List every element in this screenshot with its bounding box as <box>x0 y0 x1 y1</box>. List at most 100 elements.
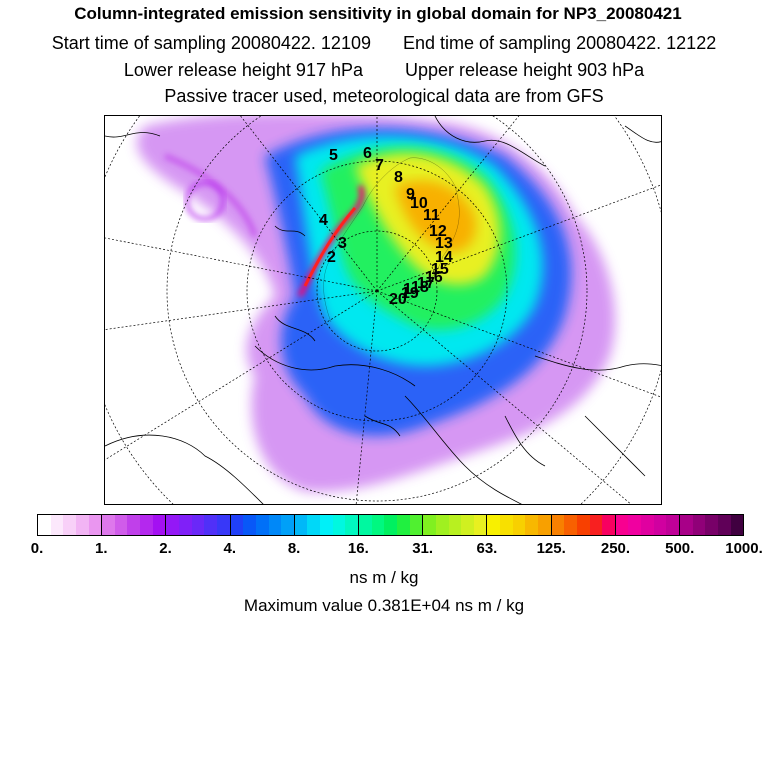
colorbar-tick-label: 500. <box>665 540 695 557</box>
tracer-note: Passive tracer used, meteorological data… <box>164 86 604 106</box>
colorbar-swatch <box>230 515 244 535</box>
colorbar-swatch <box>589 515 603 535</box>
track-label: 15 <box>431 261 449 278</box>
end-time: End time of sampling 20080422. 12122 <box>402 33 717 53</box>
colorbar-swatch <box>255 515 269 535</box>
colorbar-swatch <box>204 515 217 535</box>
figure-title: Column-integrated emission sensitivity i… <box>74 4 682 23</box>
colorbar-swatch <box>423 515 436 535</box>
track-label: 13 <box>435 235 453 252</box>
colorbar-swatch <box>384 515 397 535</box>
colorbar-tick-label: 125. <box>536 540 566 557</box>
colorbar-swatch <box>63 515 76 535</box>
track-label: 4 <box>319 212 328 229</box>
track-label: 18 <box>411 279 429 296</box>
colorbar-swatch <box>216 515 231 535</box>
track-label: 8 <box>394 169 403 186</box>
release-heights: Lower release height 917 hPa Upper releas… <box>0 60 768 81</box>
colorbar-swatch <box>641 515 654 535</box>
colorbar-swatch <box>332 515 346 535</box>
colorbar-swatch <box>152 515 167 535</box>
track-label: 19 <box>401 285 419 302</box>
colorbar-swatch <box>448 515 462 535</box>
sampling-times: Start time of sampling 20080422. 12109 En… <box>0 33 768 54</box>
track-labels: 1 2 3 4 5 6 7 8 9 10 11 12 13 14 15 16 1… <box>319 145 453 308</box>
colorbar-tick-label: 0. <box>30 540 44 557</box>
sensitivity-field <box>136 116 616 492</box>
colorbar-swatch <box>75 515 89 535</box>
colorbar-swatch <box>243 515 256 535</box>
colorbar-swatch <box>359 515 372 535</box>
colorbar-swatch <box>371 515 385 535</box>
colorbar-swatch <box>525 515 538 535</box>
track-label: 2 <box>327 249 336 266</box>
colorbar-swatch <box>537 515 552 535</box>
colorbar-swatch <box>435 515 449 535</box>
colorbar-swatch <box>88 515 103 535</box>
colorbar-swatch <box>166 515 180 535</box>
track-label: 14 <box>435 249 453 266</box>
colorbar-swatch <box>307 515 321 535</box>
colorbar-swatch <box>461 515 474 535</box>
track-label: 10 <box>410 195 428 212</box>
colorbar-tick-label: 4. <box>223 540 237 557</box>
colorbar-swatch <box>680 515 693 535</box>
track-label: 5 <box>329 147 338 164</box>
track-label: 7 <box>375 157 384 174</box>
track-label: 16 <box>425 269 443 286</box>
colorbar-swatch <box>705 515 718 535</box>
colorbar-swatch <box>653 515 667 535</box>
colorbar-swatch <box>692 515 706 535</box>
track-label: 3 <box>338 235 347 252</box>
colorbar-swatch <box>666 515 681 535</box>
start-time: Start time of sampling 20080422. 12109 <box>51 33 371 53</box>
sensitivity-map: 1 2 3 4 5 6 7 8 9 10 11 12 13 14 15 16 1… <box>104 115 662 505</box>
track-label: 11 <box>423 207 440 224</box>
colorbar-swatch <box>281 515 295 535</box>
colorbar-swatch <box>564 515 577 535</box>
colorbar-swatch <box>409 515 424 535</box>
colorbar-swatch <box>345 515 360 535</box>
colorbar-swatch <box>140 515 153 535</box>
colorbar-swatch <box>50 515 64 535</box>
track-label: 1 <box>403 281 412 298</box>
colorbar-swatch <box>102 515 115 535</box>
colorbar-tick-label: 63. <box>476 540 498 557</box>
colorbar-swatch <box>512 515 526 535</box>
colorbar <box>37 514 744 536</box>
maximum-value: Maximum value 0.381E+04 ns m / kg <box>243 596 525 615</box>
colorbar-tick-label: 2. <box>159 540 172 557</box>
colorbar-swatch <box>268 515 282 535</box>
track-label: 17 <box>417 275 435 292</box>
colorbar-unit: ns m / kg <box>349 568 419 587</box>
colorbar-swatch <box>615 515 629 535</box>
colorbar-swatch <box>114 515 128 535</box>
colorbar-swatch <box>730 515 744 535</box>
colorbar-swatch <box>396 515 410 535</box>
coastlines <box>105 116 661 504</box>
colorbar-swatch <box>320 515 333 535</box>
map-canvas: 1 2 3 4 5 6 7 8 9 10 11 12 13 14 15 16 1… <box>105 116 661 504</box>
colorbar-tick-label: 16. <box>347 540 369 557</box>
colorbar-tick-label: 8. <box>287 540 301 557</box>
upper-release-height: Upper release height 903 hPa <box>405 60 645 80</box>
colorbar-swatch <box>551 515 565 535</box>
graticule <box>105 116 661 504</box>
colorbar-tick-label: 1. <box>95 540 108 557</box>
track-label: 9 <box>406 186 415 203</box>
colorbar-swatch <box>628 515 642 535</box>
colorbar-swatch <box>576 515 590 535</box>
track-label: 12 <box>429 223 447 240</box>
colorbar-tick-label: 250. <box>600 540 631 557</box>
colorbar-swatch <box>487 515 501 535</box>
colorbar-tick-label: 31. <box>412 540 434 557</box>
colorbar-swatch <box>500 515 513 535</box>
colorbar-swatch <box>294 515 308 535</box>
colorbar-tick-label: 1000. <box>725 540 763 557</box>
colorbar-swatch <box>179 515 192 535</box>
colorbar-swatch <box>602 515 616 535</box>
lower-release-height: Lower release height 917 hPa <box>123 60 363 80</box>
track-label: 20 <box>389 291 407 308</box>
colorbar-swatch <box>473 515 488 535</box>
colorbar-swatch <box>191 515 205 535</box>
